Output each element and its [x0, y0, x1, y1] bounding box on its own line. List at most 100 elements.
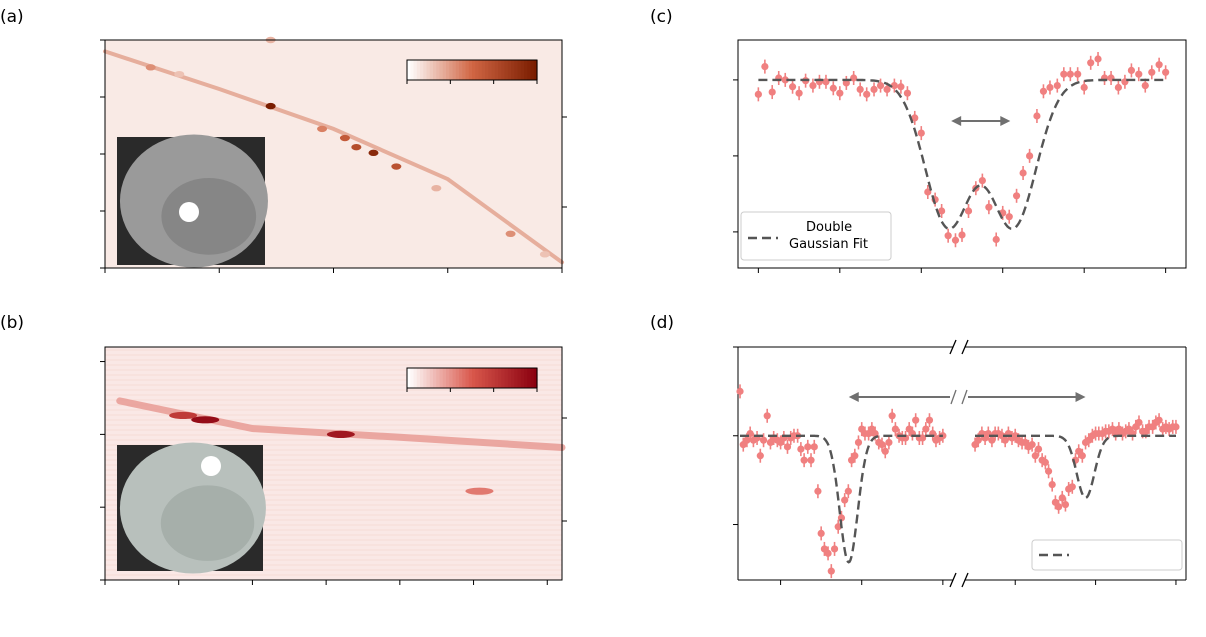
- data-point: [824, 549, 832, 557]
- data-point: [870, 85, 878, 93]
- heatmap-hotspot: [351, 143, 362, 151]
- colorbar-segment: [420, 368, 424, 388]
- colorbar-segment: [452, 60, 457, 80]
- data-point: [1135, 418, 1143, 427]
- data-point: [1001, 436, 1009, 444]
- data-point: [1055, 503, 1063, 511]
- colorbar-segment: [462, 368, 467, 388]
- data-point: [736, 387, 744, 395]
- heatmap-hotspot: [174, 71, 185, 78]
- arrow-break-mark: [961, 389, 968, 405]
- data-point: [1041, 458, 1049, 466]
- panel-label-c: (c): [650, 7, 673, 27]
- data-point: [881, 447, 889, 455]
- heatmap-hotspot: [145, 64, 156, 71]
- data-point: [841, 496, 849, 504]
- data-point: [781, 76, 789, 84]
- colorbar: [406, 59, 538, 84]
- data-point: [1066, 70, 1074, 78]
- colorbar-segment: [514, 60, 519, 80]
- data-point: [844, 487, 852, 495]
- colorbar: [406, 367, 538, 392]
- data-point: [903, 89, 912, 97]
- data-point: [974, 436, 982, 444]
- colorbar-segment: [429, 60, 434, 80]
- data-point: [897, 83, 905, 91]
- colorbar-segment: [410, 368, 415, 388]
- heatmap-hotspot: [505, 230, 516, 237]
- heatmap-hotspot: [339, 134, 350, 142]
- data-point: [856, 85, 864, 93]
- data-point: [836, 89, 844, 97]
- colorbar-segment: [459, 60, 463, 80]
- odmr-panel-d: [733, 339, 1187, 588]
- data-point: [978, 177, 986, 185]
- colorbar-segment: [433, 60, 437, 80]
- colorbar-segment: [501, 368, 506, 388]
- legend-box: [1031, 539, 1183, 571]
- data-point: [1074, 70, 1082, 78]
- fit-curve: [740, 434, 943, 564]
- colorbar-segment: [433, 368, 437, 388]
- heatmap-hotspot: [169, 411, 198, 420]
- colorbar-segment: [533, 60, 538, 80]
- data-point: [890, 82, 898, 90]
- data-point: [944, 232, 952, 240]
- data-point: [1034, 445, 1043, 453]
- data-point: [827, 567, 835, 575]
- data-point: [830, 545, 839, 553]
- colorbar-segment: [530, 60, 535, 80]
- data-point: [788, 83, 797, 91]
- data-point: [1155, 416, 1163, 424]
- panel-label-b: (b): [0, 313, 24, 333]
- data-point: [925, 416, 934, 424]
- colorbar-segment: [504, 60, 509, 80]
- colorbar-segment: [533, 368, 538, 388]
- data-point: [1028, 441, 1036, 449]
- data-point: [1087, 59, 1095, 67]
- data-point: [917, 129, 925, 137]
- data-point: [1026, 152, 1034, 160]
- colorbar-segment: [413, 368, 418, 388]
- data-point: [754, 90, 762, 98]
- colorbar-segment: [468, 60, 473, 80]
- colorbar-segment: [475, 368, 480, 388]
- colorbar-segment: [420, 60, 424, 80]
- splitting-arrow-head-right: [1075, 392, 1086, 402]
- fit-curve: [758, 78, 1166, 231]
- data-point: [891, 425, 899, 433]
- colorbar-segment: [459, 368, 463, 388]
- fit-curve: [975, 434, 1176, 499]
- data-point: [1148, 68, 1156, 76]
- data-point: [1048, 480, 1056, 489]
- legend-label: Double Gaussian Fit: [789, 220, 868, 252]
- colorbar-segment: [426, 60, 431, 80]
- colorbar-segment: [527, 368, 532, 388]
- data-point: [918, 434, 927, 442]
- panel-label-d: (d): [650, 313, 674, 333]
- colorbar-segment: [520, 60, 525, 80]
- colorbar-segment: [472, 368, 476, 388]
- data-point: [951, 236, 960, 244]
- legend-label-line: Double: [806, 220, 852, 235]
- colorbar-segment: [498, 60, 502, 80]
- data-point: [871, 429, 879, 438]
- data-point: [911, 114, 919, 122]
- data-point: [922, 425, 930, 433]
- colorbar-segment: [494, 368, 499, 388]
- data-point: [888, 412, 896, 420]
- heatmap-hotspot: [391, 163, 402, 170]
- axis-break-mark: [961, 339, 969, 355]
- data-point: [1135, 70, 1143, 78]
- colorbar-segment: [462, 60, 467, 80]
- heatmap-hotspot: [317, 125, 328, 133]
- colorbar-segment: [423, 368, 428, 388]
- inset-shading: [160, 485, 255, 561]
- colorbar-segment: [446, 368, 450, 388]
- heatmap-hotspot: [539, 251, 550, 258]
- colorbar-segment: [407, 368, 411, 388]
- colorbar-segment: [442, 60, 447, 80]
- data-point: [1019, 169, 1027, 177]
- legend-label-line: Gaussian Fit: [789, 237, 868, 252]
- colorbar-segment: [449, 368, 454, 388]
